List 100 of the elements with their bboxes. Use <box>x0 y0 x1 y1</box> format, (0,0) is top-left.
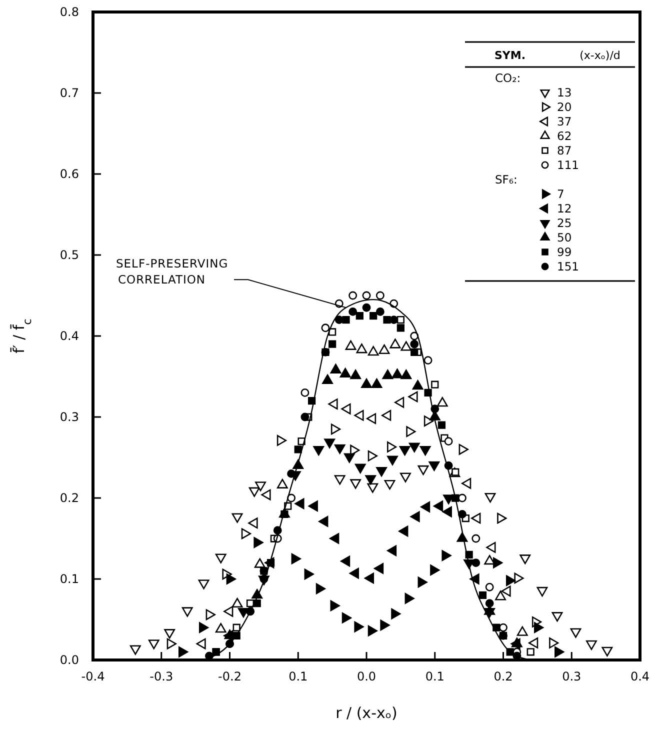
annotation: (x-xₒ)/d <box>580 49 620 62</box>
legend-label: 13 <box>557 86 572 100</box>
point <box>321 324 330 332</box>
point <box>318 516 328 527</box>
point <box>394 396 404 408</box>
point <box>340 556 350 567</box>
point <box>344 453 355 463</box>
x-axis-title: r / (x-xₒ) <box>336 704 398 722</box>
point <box>392 368 403 378</box>
point <box>206 609 216 620</box>
x-tick-label: 0.1 <box>425 670 444 684</box>
point <box>291 553 301 564</box>
point <box>408 442 420 452</box>
point <box>254 537 264 548</box>
point <box>406 426 416 438</box>
point <box>461 478 472 489</box>
point <box>330 600 340 612</box>
point <box>354 464 366 474</box>
point <box>472 558 480 568</box>
point <box>400 341 412 351</box>
legend-label: 20 <box>557 100 572 114</box>
point <box>248 487 260 497</box>
point <box>433 500 444 512</box>
x-tick-label: -0.3 <box>150 670 174 684</box>
point <box>341 403 351 414</box>
point <box>330 533 340 544</box>
point <box>276 435 287 446</box>
point <box>148 640 160 650</box>
point <box>354 621 364 632</box>
point <box>362 303 371 312</box>
point <box>420 446 431 456</box>
point <box>368 450 378 462</box>
point <box>438 421 446 429</box>
point <box>255 482 266 492</box>
point <box>536 586 548 597</box>
point <box>367 483 378 493</box>
point <box>287 469 296 478</box>
point <box>404 592 414 604</box>
point <box>313 446 324 456</box>
point <box>164 629 176 639</box>
point <box>486 542 496 553</box>
point <box>300 388 310 397</box>
point <box>410 511 420 522</box>
point <box>130 645 141 655</box>
point <box>428 461 440 471</box>
point <box>396 316 404 324</box>
point <box>526 648 534 656</box>
x-tick-label: -0.2 <box>218 670 242 684</box>
point <box>380 620 390 631</box>
point <box>570 628 582 638</box>
point <box>471 512 481 524</box>
y-tick-label: 0.1 <box>60 572 79 586</box>
x-tick-label: 0.4 <box>630 670 650 684</box>
point <box>304 568 314 580</box>
x-tick-label: -0.4 <box>81 670 105 684</box>
point <box>365 475 376 485</box>
point <box>340 368 351 378</box>
point <box>342 316 350 324</box>
point <box>215 554 226 564</box>
point <box>248 518 258 529</box>
point <box>485 599 494 608</box>
point <box>182 607 193 617</box>
point <box>424 388 432 397</box>
point <box>238 608 249 618</box>
legend-label: 99 <box>557 245 572 259</box>
point <box>328 398 338 410</box>
point <box>431 380 439 388</box>
point <box>224 606 234 617</box>
point <box>400 369 412 380</box>
y-tick-label: 0.6 <box>60 166 79 181</box>
point <box>232 513 243 523</box>
point <box>356 312 364 320</box>
point <box>408 391 418 402</box>
point <box>178 646 188 658</box>
point <box>294 498 304 510</box>
point <box>602 646 613 656</box>
point <box>378 344 390 354</box>
point <box>444 437 453 446</box>
point <box>348 307 358 316</box>
point <box>458 494 466 502</box>
point <box>342 612 352 624</box>
point <box>226 574 236 584</box>
point <box>330 364 342 374</box>
point <box>470 574 480 584</box>
y-tick-label: 0.4 <box>60 328 79 343</box>
point <box>198 622 209 634</box>
point <box>390 316 398 324</box>
point <box>356 344 368 354</box>
point <box>348 291 358 300</box>
legend-label: 37 <box>557 114 572 128</box>
legend-label: 111 <box>557 158 579 172</box>
point <box>376 307 384 316</box>
point <box>316 583 326 594</box>
point <box>241 528 251 540</box>
y-tick-label: 0.5 <box>60 248 79 262</box>
legend-label: 25 <box>557 216 572 230</box>
point <box>586 640 597 650</box>
legend-label: 7 <box>557 187 564 201</box>
x-tick-label: 0.1 <box>288 670 308 684</box>
point <box>384 480 396 490</box>
